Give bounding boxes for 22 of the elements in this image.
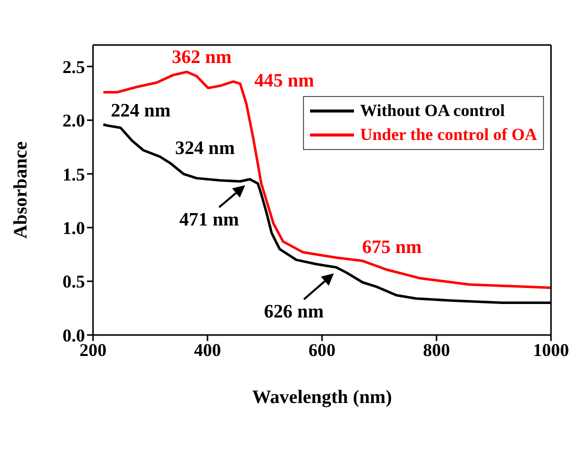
annotation: 471 nm (179, 209, 240, 230)
legend-label: Under the control of OA (360, 124, 537, 146)
annotation: 675 nm (362, 236, 422, 258)
annotation: 362 nm (172, 46, 232, 68)
y-tick-label: 2.0 (62, 110, 85, 131)
x-tick-label: 400 (194, 340, 221, 360)
y-tick-label: 1.5 (62, 164, 85, 184)
annotation: 626 nm (264, 301, 324, 322)
x-axis-title: Wavelength (nm) (252, 387, 392, 408)
x-tick-label: 800 (423, 340, 450, 360)
annotation: 445 nm (254, 70, 314, 92)
x-tick-label: 600 (308, 340, 336, 360)
y-tick-label: 0.5 (62, 272, 85, 292)
y-tick-label: 1.0 (62, 218, 85, 238)
line-series (102, 70, 551, 289)
annotation: 224 nm (110, 100, 171, 122)
y-axis-title: Absorbance (10, 141, 32, 239)
x-tick-label: 1000 (533, 340, 569, 360)
y-tick-label: 0.0 (62, 325, 85, 346)
y-tick-label: 2.5 (62, 56, 85, 77)
legend-label: Without OA control (360, 100, 505, 122)
annotation: 324 nm (175, 138, 235, 159)
